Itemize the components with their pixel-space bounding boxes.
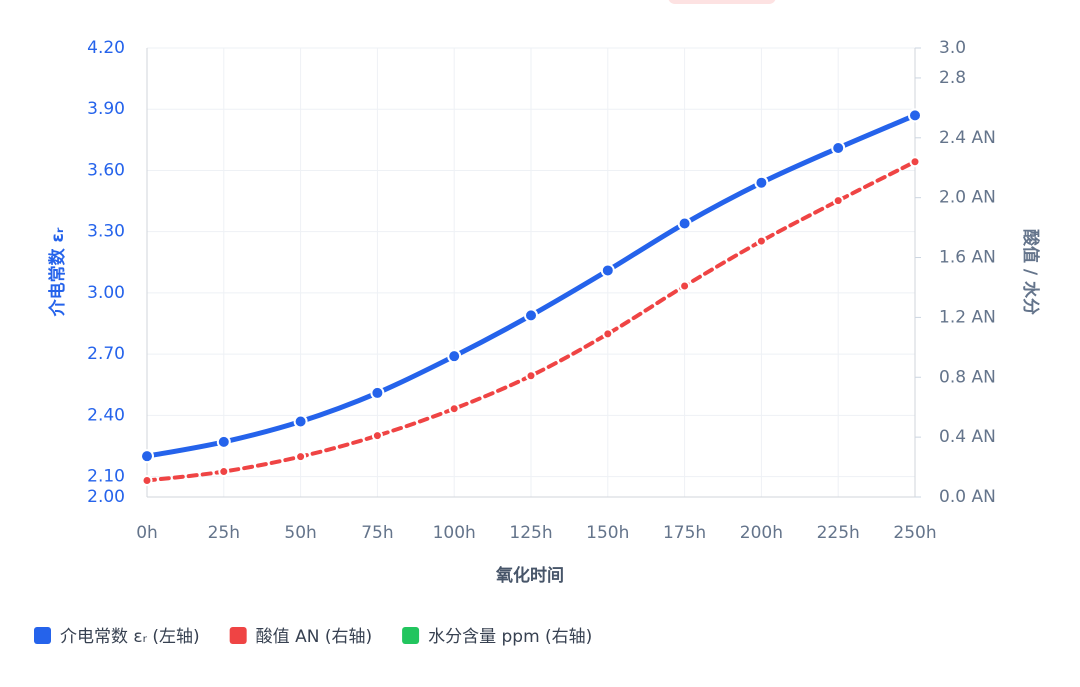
data-point xyxy=(293,414,308,429)
data-point xyxy=(216,434,231,449)
x-tick-label: 50h xyxy=(284,523,316,543)
y2-tick-label: 0.0 AN xyxy=(939,487,996,507)
data-point xyxy=(677,216,692,231)
y2-tick-label: 0.4 AN xyxy=(939,427,996,447)
legend-swatch xyxy=(229,627,247,644)
y-tick-label: 2.10 xyxy=(87,467,125,487)
x-tick-label: 0h xyxy=(136,523,158,543)
y2-tick-label: 2.8 xyxy=(939,68,966,88)
x-tick-label: 75h xyxy=(361,523,393,543)
y2-tick-label: 0.8 AN xyxy=(939,367,996,387)
y2-tick-label: 3.0 xyxy=(939,38,966,58)
y2-axis-title: 酸值 / 水分 xyxy=(1020,229,1041,315)
y-tick-label: 2.70 xyxy=(87,344,125,364)
top-badge xyxy=(668,0,776,4)
x-tick-label: 250h xyxy=(893,523,936,543)
data-point xyxy=(218,466,230,478)
y-tick-label: 2.40 xyxy=(87,405,125,425)
data-point xyxy=(600,263,615,278)
legend-label: 酸值 AN (右轴) xyxy=(256,627,372,647)
data-point xyxy=(755,235,767,247)
data-point xyxy=(448,403,460,415)
y-axis-title: 介电常数 εᵣ xyxy=(47,227,68,317)
x-tick-label: 25h xyxy=(208,523,240,543)
x-tick-label: 125h xyxy=(509,523,552,543)
x-tick-label: 175h xyxy=(663,523,706,543)
legend-label: 介电常数 εᵣ (左轴) xyxy=(60,627,200,647)
data-point xyxy=(525,370,537,382)
data-point xyxy=(909,156,921,168)
y-tick-label: 4.20 xyxy=(87,38,125,58)
y2-tick-label: 1.6 AN xyxy=(939,248,996,268)
data-point xyxy=(524,308,538,323)
x-tick-label: 200h xyxy=(740,523,783,543)
data-point xyxy=(754,175,769,190)
data-point xyxy=(679,280,691,292)
y-tick-label: 3.60 xyxy=(87,160,125,180)
y-tick-label: 3.00 xyxy=(87,283,125,303)
data-point xyxy=(141,475,153,487)
x-tick-label: 225h xyxy=(817,523,860,543)
y2-tick-label: 2.0 AN xyxy=(939,188,996,208)
y-tick-label: 3.30 xyxy=(87,222,125,242)
data-point xyxy=(831,141,846,156)
data-point xyxy=(295,451,307,463)
y2-tick-label: 1.2 AN xyxy=(939,307,996,327)
x-tick-label: 100h xyxy=(433,523,476,543)
y-tick-label: 3.90 xyxy=(87,99,125,119)
y-tick-label: 2.00 xyxy=(87,487,125,507)
data-point xyxy=(447,349,462,364)
legend-swatch xyxy=(402,627,420,644)
data-point xyxy=(140,449,154,464)
x-tick-label: 150h xyxy=(586,523,629,543)
data-point xyxy=(832,195,844,207)
y2-tick-label: 2.4 AN xyxy=(939,128,996,148)
legend-swatch xyxy=(34,627,51,644)
data-point xyxy=(908,108,922,123)
legend-label: 水分含量 ppm (右轴) xyxy=(428,627,592,647)
data-point xyxy=(371,430,383,442)
x-axis-title: 氧化时间 xyxy=(495,565,564,586)
data-point xyxy=(602,328,614,340)
data-point xyxy=(370,385,385,400)
